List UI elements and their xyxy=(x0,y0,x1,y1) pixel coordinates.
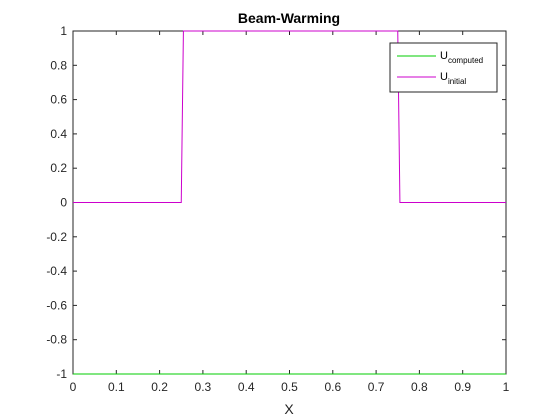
legend: Ucomputed Uinitial xyxy=(389,42,498,93)
x-tick-label: 0.8 xyxy=(411,380,428,394)
x-axis: 0 0.1 0.2 0.3 0.4 0.5 0.6 0.7 0.8 0.9 1 xyxy=(70,31,510,394)
y-tick-label: -0.4 xyxy=(46,264,67,278)
y-axis: -1 -0.8 -0.6 -0.4 -0.2 0 0.2 0.4 0.6 0.8 1 xyxy=(46,24,506,381)
legend-label: Ucomputed xyxy=(440,50,483,65)
x-tick-label: 0.6 xyxy=(324,380,341,394)
y-tick-label: 0 xyxy=(60,196,67,210)
x-tick-label: 0.2 xyxy=(151,380,168,394)
series-line-initial xyxy=(73,30,506,203)
x-tick-label: 0 xyxy=(70,380,77,394)
chart-title: Beam-Warming xyxy=(238,10,340,26)
legend-box xyxy=(389,42,498,93)
x-tick-label: 1 xyxy=(503,380,510,394)
y-tick-label: -1 xyxy=(56,367,67,381)
x-tick-label: 0.7 xyxy=(368,380,385,394)
y-tick-label: 0.6 xyxy=(50,93,67,107)
x-tick-label: 0.1 xyxy=(108,380,125,394)
y-tick-label: 0.4 xyxy=(50,127,67,141)
x-tick-label: 0.3 xyxy=(195,380,212,394)
y-tick-label: 0.8 xyxy=(50,58,67,72)
y-tick-label: -0.2 xyxy=(46,230,67,244)
y-tick-label: 1 xyxy=(60,24,67,38)
x-tick-label: 0.5 xyxy=(281,380,298,394)
legend-label: Uinitial xyxy=(440,71,466,86)
y-tick-label: -0.8 xyxy=(46,333,67,347)
x-tick-label: 0.4 xyxy=(238,380,255,394)
y-tick-label: 0.2 xyxy=(50,161,67,175)
series-group xyxy=(73,30,506,375)
x-axis-label: X xyxy=(284,401,294,417)
x-tick-label: 0.9 xyxy=(454,380,471,394)
y-tick-label: -0.6 xyxy=(46,298,67,312)
